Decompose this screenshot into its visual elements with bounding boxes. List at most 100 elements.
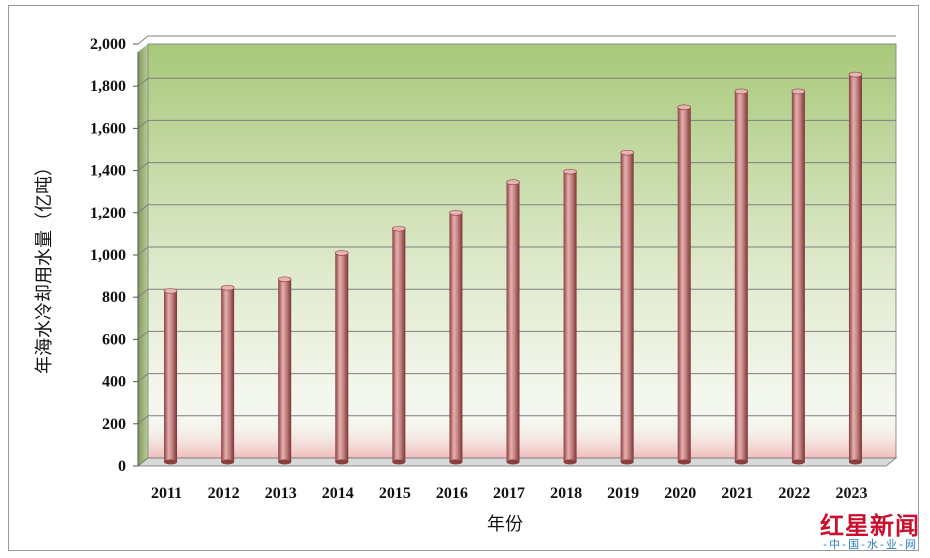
bar (334, 250, 349, 465)
bar-cap (791, 88, 806, 95)
bar-base (392, 459, 406, 465)
bar-base (506, 459, 520, 465)
y-tick-label: 800 (102, 289, 126, 306)
gridline (137, 35, 896, 45)
bar-cap (277, 276, 292, 283)
x-tick-label: 2019 (607, 485, 639, 502)
x-tick-label: 2023 (835, 485, 867, 502)
y-axis-label: 年海水冷却用水量（亿吨） (34, 158, 55, 374)
y-tick-label: 2,000 (90, 36, 126, 53)
x-tick-label: 2011 (151, 485, 182, 502)
bar-base (677, 459, 691, 465)
watermark-subtitle: -中-国-水-业-网 (823, 538, 918, 551)
bars (163, 71, 863, 465)
bar-body (620, 152, 634, 463)
bar (220, 284, 235, 465)
bar-cap (449, 210, 463, 216)
x-tick-label: 2021 (721, 485, 753, 502)
y-tick-label: 1,000 (90, 247, 126, 264)
bar-cap (848, 71, 863, 78)
bar-base (620, 459, 634, 465)
bar-cap (220, 284, 235, 291)
bar (506, 179, 520, 465)
bar (677, 104, 692, 465)
bar (620, 149, 634, 465)
gridline (137, 77, 896, 87)
y-tick-label: 0 (118, 458, 126, 475)
bar-body (392, 228, 406, 462)
gridlines (133, 35, 896, 467)
bar (563, 168, 577, 465)
plot-background (136, 43, 898, 467)
bar (734, 88, 749, 465)
bar-cap (734, 88, 749, 95)
bar-body (164, 290, 178, 462)
bar-base (449, 459, 463, 465)
gridline (137, 330, 896, 340)
bar (277, 276, 292, 465)
bar-cap (163, 288, 178, 294)
bar-cap (506, 179, 520, 186)
bar-body (791, 91, 805, 462)
bar (392, 225, 406, 465)
bar-cap (392, 225, 406, 232)
x-tick-label: 2013 (265, 485, 297, 502)
y-tick-label: 1,600 (90, 120, 126, 137)
bar-cap (677, 104, 692, 111)
back-wall (148, 44, 896, 458)
x-tick-labels: 2011 2012 2013 2014 2015 2016 2017 2018 2019 2020… (151, 485, 867, 502)
bar (449, 210, 463, 465)
y-tick-label: 1,400 (90, 163, 126, 180)
y-tick-label: 1,800 (90, 78, 126, 95)
bar-body (449, 212, 463, 462)
bar-body (221, 287, 235, 462)
bar-body (563, 171, 577, 462)
bar-base (734, 459, 748, 465)
bar-base (791, 459, 805, 465)
gridline (137, 246, 896, 256)
x-axis-label: 年份 (487, 514, 523, 535)
bar-body (278, 279, 292, 462)
x-tick-label: 2015 (379, 485, 411, 502)
bar-body (335, 252, 349, 462)
gridline (137, 415, 896, 425)
y-tick-label: 1,200 (90, 205, 126, 222)
bar (163, 288, 178, 465)
x-tick-label: 2016 (436, 485, 468, 502)
y-tick-label: 200 (102, 416, 126, 433)
side-wall (138, 44, 148, 466)
bar-base (221, 459, 235, 465)
gridline (137, 288, 896, 298)
watermark-title: 红星新闻 (820, 511, 920, 540)
bar-base (335, 459, 349, 465)
x-tick-label: 2017 (493, 485, 525, 502)
bar-body (734, 91, 748, 462)
x-tick-label: 2018 (550, 485, 582, 502)
bar-body (677, 107, 691, 463)
x-tick-label: 2022 (778, 485, 810, 502)
bar-base (278, 459, 292, 465)
y-tick-labels: 0 200 400 600 800 1,000 1,200 1,400 1,600 1,800 2,… (90, 36, 126, 475)
bar-body (506, 182, 520, 462)
x-tick-label: 2014 (322, 485, 354, 502)
y-tick-label: 600 (102, 331, 126, 348)
x-tick-label: 2020 (664, 485, 696, 502)
bar-base (164, 459, 178, 465)
bar-base (848, 459, 862, 465)
bar-base (563, 459, 577, 465)
bar-cap (563, 168, 577, 175)
gridline (137, 373, 896, 382)
watermark-logo: 红星新闻 -中-国-水-业-网 (790, 506, 926, 554)
gridline (137, 119, 896, 129)
bar (848, 71, 863, 465)
gridline (137, 162, 896, 171)
x-tick-label: 2012 (208, 485, 240, 502)
floor-band (148, 415, 896, 458)
y-tick-label: 400 (102, 374, 126, 391)
gridline (137, 204, 896, 214)
bar-body (848, 74, 862, 462)
bar-cap (334, 250, 349, 256)
gridline (137, 457, 896, 467)
bar-cap (620, 149, 634, 156)
